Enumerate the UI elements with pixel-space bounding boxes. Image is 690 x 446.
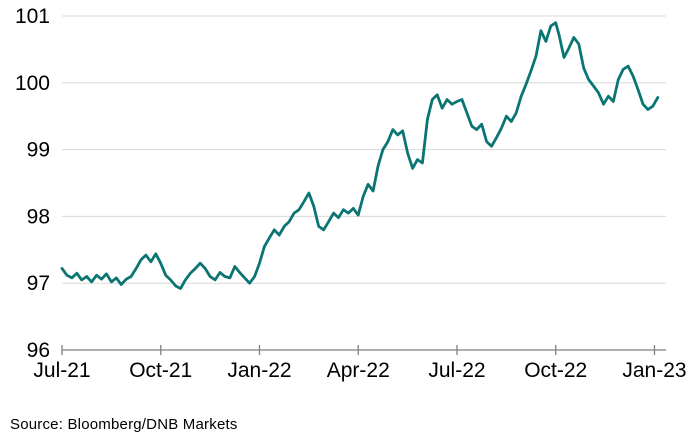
y-axis-label-96: 96: [27, 339, 50, 362]
y-axis-label-97: 97: [27, 272, 50, 295]
x-axis-label-Apr-22: Apr-22: [327, 359, 390, 382]
x-axis-label-Jan-22: Jan-22: [227, 359, 291, 382]
chart-area: Jul-21 Oct-21 Jan-22 Apr-22 Jul-22 Oct-22 Jan-…: [15, 5, 687, 382]
series-line-0: [60, 21, 660, 290]
chart-svg: Jul-21 Oct-21 Jan-22 Apr-22 Jul-22 Oct-22 Jan-…: [15, 5, 687, 382]
y-axis-label-98: 98: [27, 205, 50, 228]
y-axis-label-101: 101: [15, 5, 50, 28]
x-axis-label-Oct-21: Oct-21: [129, 359, 192, 382]
x-axis-label-Jul-21: Jul-21: [33, 359, 90, 382]
x-axis-label-Oct-22: Oct-22: [524, 359, 587, 382]
y-axis-label-99: 99: [27, 139, 50, 162]
y-axis-label-100: 100: [15, 72, 50, 95]
source-text: Source: Bloomberg/DNB Markets: [10, 416, 238, 433]
x-axis-label-Jul-22: Jul-22: [428, 359, 485, 382]
x-axis-label-Jan-23: Jan-23: [622, 359, 686, 382]
